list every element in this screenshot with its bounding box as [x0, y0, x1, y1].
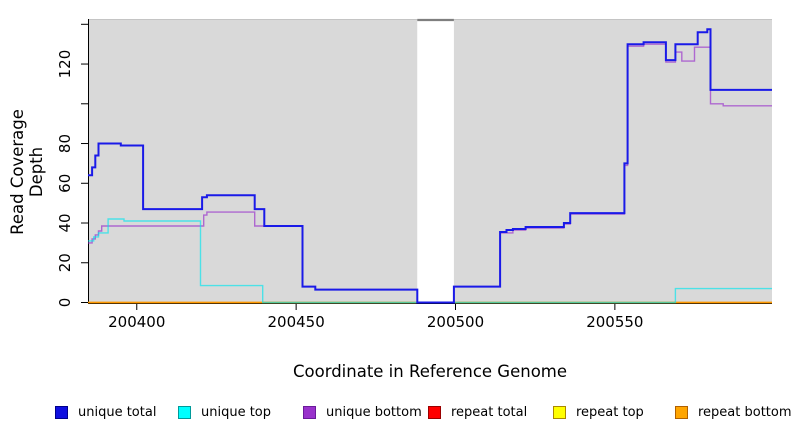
- legend-item-unique-total: unique total: [55, 403, 156, 421]
- y-tick-label: 40: [56, 213, 74, 232]
- y-tick-label: 20: [56, 253, 74, 272]
- y-tick-label: 0: [56, 298, 74, 308]
- y-tick-label: 120: [56, 50, 74, 79]
- y-tick-label: 60: [56, 174, 74, 193]
- series-line-unique-total: [88, 28, 772, 304]
- legend-item-repeat-total: repeat total: [428, 403, 527, 421]
- x-tick-label: 200450: [267, 313, 324, 331]
- series-line-unique-top: [88, 218, 772, 304]
- legend-item-repeat-top: repeat top: [553, 403, 644, 421]
- legend-label: unique total: [78, 404, 157, 420]
- legend-swatch-repeat-bottom: [675, 405, 688, 419]
- x-tick-label: 200400: [108, 313, 165, 331]
- legend-item-unique-top: unique top: [178, 403, 271, 421]
- legend-item-unique-bottom: unique bottom: [303, 403, 422, 421]
- legend-label: unique bottom: [326, 404, 422, 420]
- x-tick-label: 200500: [427, 313, 484, 331]
- x-tick-label: 200550: [586, 313, 643, 331]
- y-tick-label: 80: [56, 134, 74, 153]
- missing-data-band: [417, 19, 454, 303]
- legend-swatch-repeat-total: [428, 405, 441, 419]
- legend-swatch-unique-top: [178, 405, 191, 419]
- legend-swatch-unique-bottom: [303, 405, 316, 419]
- legend-item-repeat-bottom: repeat bottom: [675, 403, 792, 421]
- legend-label: unique top: [201, 404, 272, 420]
- legend-label: repeat top: [576, 404, 644, 420]
- y-axis-title: Read Coverage Depth: [8, 109, 46, 235]
- series-line-unique-bottom: [88, 43, 772, 304]
- legend-label: repeat bottom: [698, 404, 792, 420]
- legend-swatch-repeat-top: [553, 405, 566, 419]
- legend-label: repeat total: [451, 404, 528, 420]
- legend-swatch-unique-total: [55, 405, 68, 419]
- x-axis-title: Coordinate in Reference Genome: [292, 362, 568, 381]
- legend: unique total unique top unique bottom repea…: [0, 403, 792, 423]
